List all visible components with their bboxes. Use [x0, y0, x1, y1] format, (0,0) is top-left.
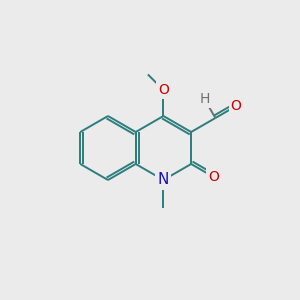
Text: O: O	[208, 170, 219, 184]
Text: N: N	[158, 172, 169, 188]
Text: H: H	[199, 92, 210, 106]
Text: O: O	[158, 83, 169, 97]
Text: O: O	[231, 99, 242, 113]
